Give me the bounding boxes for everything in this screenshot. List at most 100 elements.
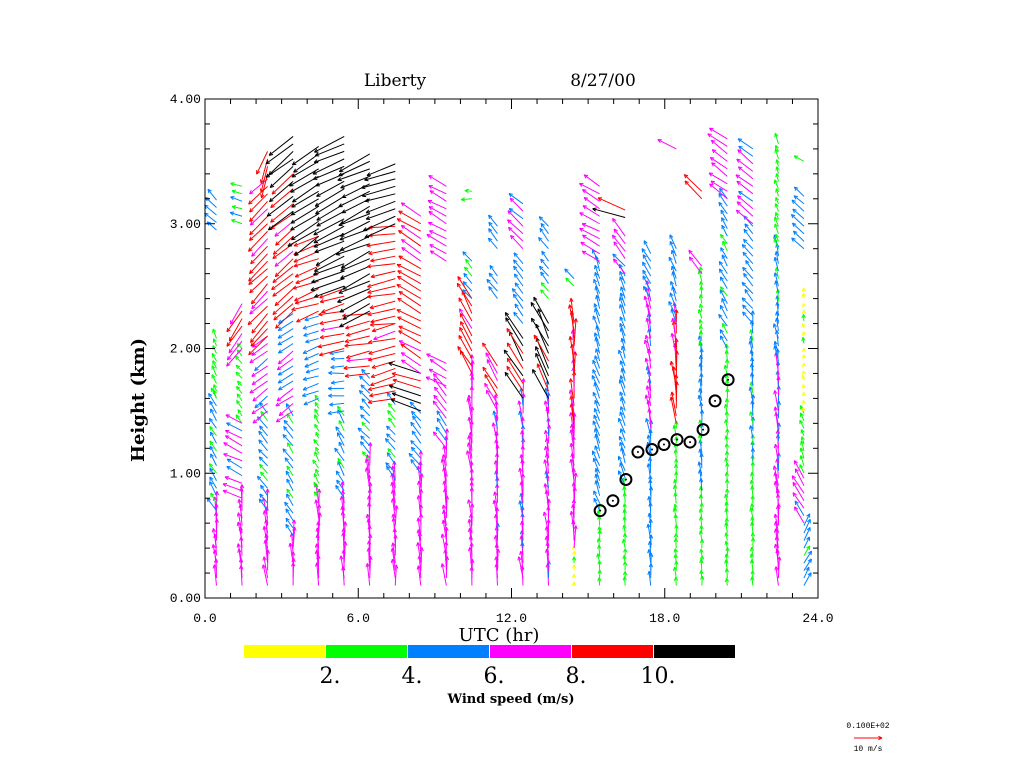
arrow-head — [340, 220, 344, 224]
wind-vector — [284, 501, 294, 514]
arrow-head — [367, 292, 372, 295]
arrow-head — [445, 472, 449, 477]
arrow-head — [425, 376, 430, 381]
arrow-shaft — [776, 317, 779, 332]
arrow-head — [340, 555, 344, 560]
arrow-head — [250, 223, 255, 226]
arrow-shaft — [720, 209, 728, 222]
arrow-head — [260, 411, 265, 414]
arrow-shaft — [310, 278, 345, 291]
arrow-head — [775, 203, 779, 207]
arrow-shaft — [597, 538, 601, 549]
arrow-head — [340, 184, 344, 189]
arrow-head — [509, 207, 514, 210]
arrow-head — [337, 406, 339, 411]
arrow-head — [620, 406, 625, 410]
wind-vector — [724, 578, 730, 586]
arrow-head — [338, 172, 342, 177]
wind-vector — [226, 422, 243, 432]
arrow-head — [361, 398, 364, 403]
arrow-head — [390, 489, 394, 494]
arrow-head — [467, 519, 470, 524]
wind-vector — [803, 566, 810, 579]
arrow-shaft — [435, 426, 447, 442]
arrow-head — [262, 510, 265, 515]
arrow-shaft — [258, 430, 268, 444]
arrow-head — [231, 219, 235, 224]
arrow-shaft — [493, 410, 498, 429]
arrow-shaft — [457, 346, 473, 367]
wind-vector — [485, 389, 498, 412]
arrow-shaft — [249, 178, 268, 195]
wind-vector — [274, 220, 294, 237]
arrow-shaft — [274, 220, 294, 237]
arrow-shaft — [776, 166, 779, 174]
arrow-head — [249, 310, 252, 315]
arrow-shaft — [597, 553, 601, 564]
arrow-head — [575, 318, 578, 323]
arrow-head — [564, 268, 567, 273]
arrow-head — [752, 532, 755, 537]
arrow-shaft — [363, 215, 396, 232]
arrow-shaft — [623, 503, 626, 511]
wind-vector — [542, 511, 550, 534]
arrow-head — [671, 286, 673, 291]
arrow-head — [360, 441, 365, 444]
wind-vector — [361, 421, 371, 432]
wind-vector — [486, 278, 498, 292]
arrow-head — [265, 162, 271, 165]
arrow-head — [209, 476, 214, 480]
arrow-shaft — [594, 445, 601, 459]
wind-vector — [275, 228, 294, 246]
arrow-head — [725, 488, 728, 493]
arrow-head — [505, 317, 510, 321]
arrow-head — [486, 359, 491, 363]
wind-vector — [684, 180, 703, 200]
wind-vector — [259, 425, 268, 437]
arrow-shaft — [337, 458, 345, 469]
wind-vector — [342, 313, 370, 318]
arrow-shaft — [648, 513, 652, 526]
arrow-head — [400, 225, 404, 230]
arrow-head — [748, 386, 751, 391]
arrow-head — [488, 214, 493, 218]
arrow-head — [398, 210, 402, 215]
arrow-head — [370, 274, 375, 278]
wind-vector — [592, 391, 601, 407]
arrow-head — [595, 348, 597, 353]
arrow-head — [259, 493, 262, 498]
wind-vector — [251, 373, 268, 386]
arrow-head — [581, 250, 585, 255]
arrow-shaft — [250, 245, 268, 265]
wind-vector — [249, 215, 268, 236]
wind-vector — [720, 247, 728, 259]
arrow-head — [650, 534, 654, 539]
wind-vector — [593, 303, 601, 317]
wind-vector — [506, 365, 524, 392]
arrow-head — [366, 495, 370, 500]
wind-vector — [409, 401, 422, 414]
wind-vector — [512, 293, 524, 309]
arrow-head — [711, 139, 716, 142]
arrow-head — [236, 393, 241, 397]
arrow-head — [646, 523, 649, 529]
arrow-shaft — [595, 337, 601, 354]
wind-vector — [514, 282, 524, 294]
arrow-head — [426, 234, 430, 239]
wind-vector — [458, 334, 473, 359]
arrow-head — [211, 353, 216, 357]
arrow-shaft — [426, 353, 447, 364]
arrow-head — [265, 176, 271, 178]
arrow-head — [773, 528, 777, 533]
arrow-head — [370, 276, 375, 279]
arrow-shaft — [620, 327, 626, 344]
wind-vector — [513, 273, 524, 287]
arrow-shaft — [313, 263, 345, 276]
wind-vector — [799, 455, 805, 466]
arrow-shaft — [211, 365, 217, 377]
arrow-head — [331, 382, 336, 385]
wind-vector — [223, 453, 243, 462]
wind-vector — [211, 544, 217, 564]
arrow-head — [265, 173, 269, 178]
arrow-shaft — [774, 223, 779, 234]
